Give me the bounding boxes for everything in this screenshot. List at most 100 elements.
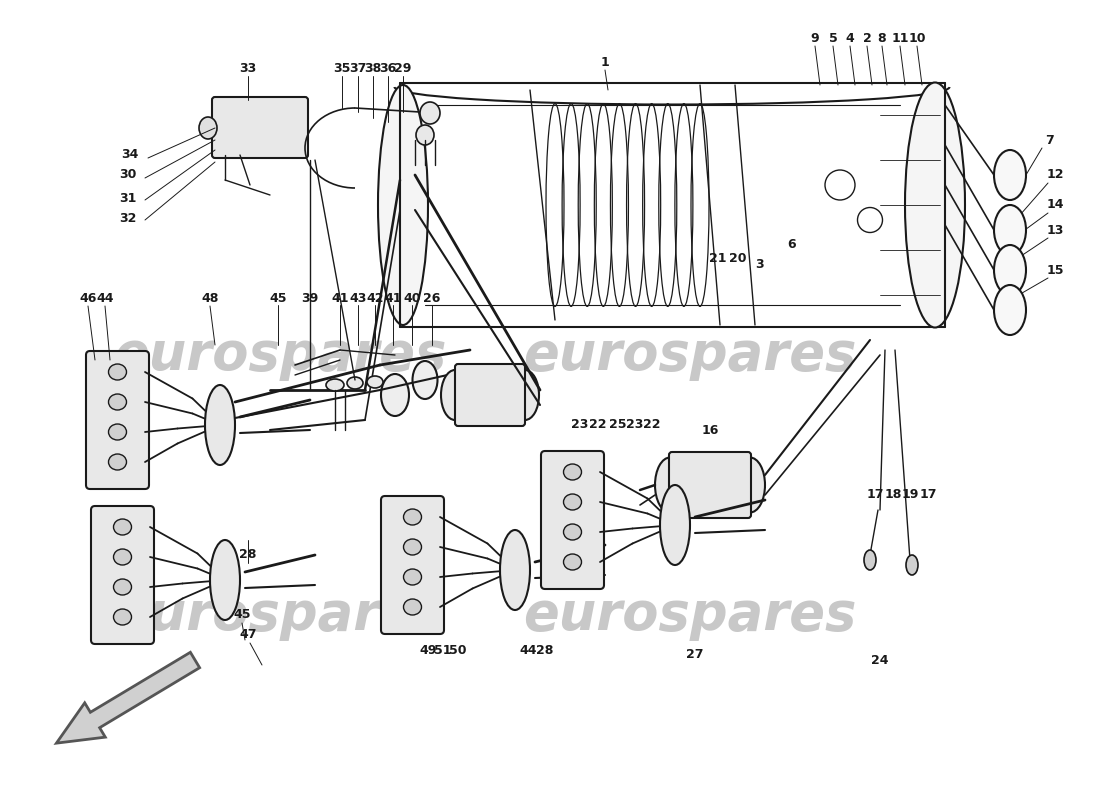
Text: 41: 41	[331, 291, 349, 305]
Ellipse shape	[404, 539, 421, 555]
Text: 1: 1	[601, 55, 609, 69]
Ellipse shape	[113, 579, 132, 595]
Text: 23: 23	[571, 418, 588, 431]
Text: 22: 22	[644, 418, 661, 431]
Text: 25: 25	[609, 418, 627, 431]
Text: 38: 38	[364, 62, 382, 74]
Text: 20: 20	[729, 251, 747, 265]
Ellipse shape	[378, 85, 428, 325]
Ellipse shape	[994, 245, 1026, 295]
Ellipse shape	[500, 530, 530, 610]
Text: 17: 17	[920, 489, 937, 502]
Text: 44: 44	[97, 291, 113, 305]
FancyBboxPatch shape	[381, 496, 444, 634]
Text: 3: 3	[756, 258, 764, 271]
FancyArrow shape	[56, 652, 199, 743]
Ellipse shape	[441, 370, 469, 420]
Text: 50: 50	[449, 643, 466, 657]
Text: 19: 19	[901, 489, 918, 502]
Text: 15: 15	[1046, 263, 1064, 277]
Ellipse shape	[109, 364, 126, 380]
Ellipse shape	[994, 285, 1026, 335]
Text: 26: 26	[424, 291, 441, 305]
FancyBboxPatch shape	[541, 451, 604, 589]
Text: 22: 22	[590, 418, 607, 431]
Ellipse shape	[326, 379, 344, 391]
Text: 7: 7	[1046, 134, 1055, 146]
Ellipse shape	[563, 554, 582, 570]
Text: 48: 48	[201, 291, 219, 305]
Ellipse shape	[404, 569, 421, 585]
Text: 4: 4	[846, 31, 855, 45]
Ellipse shape	[381, 374, 409, 416]
Ellipse shape	[654, 458, 685, 513]
Text: 17: 17	[867, 489, 883, 502]
Ellipse shape	[906, 555, 918, 575]
Ellipse shape	[660, 485, 690, 565]
Ellipse shape	[109, 454, 126, 470]
Text: eurospares: eurospares	[524, 589, 857, 641]
Text: 28: 28	[240, 549, 256, 562]
Ellipse shape	[563, 464, 582, 480]
Text: 47: 47	[240, 629, 256, 642]
Text: eurospares: eurospares	[524, 329, 857, 381]
Ellipse shape	[205, 385, 235, 465]
Text: 41: 41	[384, 291, 402, 305]
Text: 30: 30	[119, 169, 136, 182]
Text: 31: 31	[119, 191, 136, 205]
Text: 37: 37	[350, 62, 366, 74]
Ellipse shape	[416, 125, 434, 145]
Text: 13: 13	[1046, 223, 1064, 237]
Text: 12: 12	[1046, 169, 1064, 182]
Text: 46: 46	[79, 291, 97, 305]
FancyBboxPatch shape	[86, 351, 148, 489]
Text: 40: 40	[404, 291, 420, 305]
Ellipse shape	[420, 102, 440, 124]
Ellipse shape	[563, 494, 582, 510]
Text: 18: 18	[884, 489, 902, 502]
Text: 27: 27	[686, 649, 704, 662]
Text: 43: 43	[350, 291, 366, 305]
Text: 28: 28	[537, 643, 553, 657]
Text: 5: 5	[828, 31, 837, 45]
Text: 16: 16	[702, 423, 718, 437]
Ellipse shape	[113, 519, 132, 535]
Text: 6: 6	[788, 238, 796, 251]
Text: 44: 44	[519, 643, 537, 657]
Ellipse shape	[735, 458, 764, 513]
Ellipse shape	[113, 609, 132, 625]
Ellipse shape	[404, 599, 421, 615]
Text: 14: 14	[1046, 198, 1064, 211]
Ellipse shape	[210, 540, 240, 620]
Ellipse shape	[412, 361, 438, 399]
Text: 34: 34	[121, 149, 139, 162]
Ellipse shape	[367, 376, 383, 388]
Ellipse shape	[994, 205, 1026, 255]
Text: 8: 8	[878, 31, 887, 45]
Text: 9: 9	[811, 31, 819, 45]
Text: 45: 45	[270, 291, 287, 305]
Text: 24: 24	[871, 654, 889, 666]
Text: 35: 35	[333, 62, 351, 74]
Text: eurospares: eurospares	[113, 589, 447, 641]
Text: 36: 36	[379, 62, 397, 74]
Text: 10: 10	[909, 31, 926, 45]
Ellipse shape	[346, 377, 363, 389]
Ellipse shape	[199, 117, 217, 139]
Text: 29: 29	[394, 62, 411, 74]
Ellipse shape	[512, 370, 539, 420]
Ellipse shape	[563, 524, 582, 540]
Text: 21: 21	[710, 251, 727, 265]
Text: 42: 42	[366, 291, 384, 305]
Text: 23: 23	[626, 418, 644, 431]
Ellipse shape	[109, 394, 126, 410]
Text: 39: 39	[301, 291, 319, 305]
Text: 45: 45	[233, 609, 251, 622]
Text: eurospares: eurospares	[113, 329, 447, 381]
Text: 2: 2	[862, 31, 871, 45]
Ellipse shape	[905, 82, 965, 327]
FancyBboxPatch shape	[455, 364, 525, 426]
Ellipse shape	[994, 150, 1026, 200]
FancyBboxPatch shape	[212, 97, 308, 158]
Text: 33: 33	[240, 62, 256, 74]
